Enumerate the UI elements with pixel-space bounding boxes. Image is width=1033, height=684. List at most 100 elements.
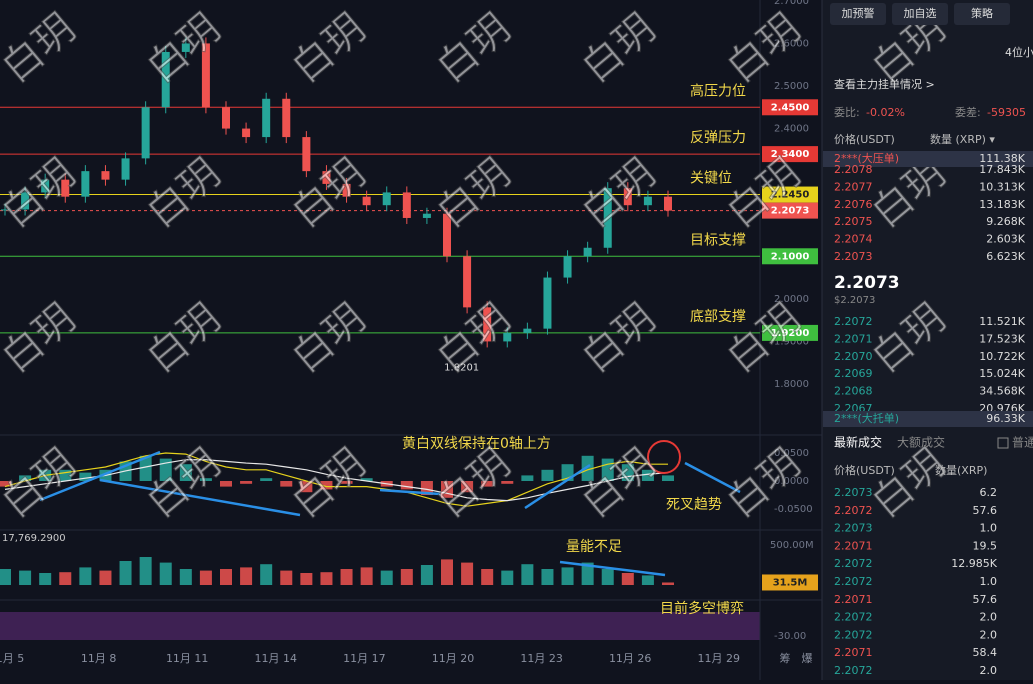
- last-price-label: 2.2073: [771, 206, 810, 217]
- macd-bar: [400, 481, 413, 490]
- candle: [362, 196, 371, 206]
- trade-qty: 57.6: [973, 504, 998, 517]
- level-label: 底部支撑: [690, 309, 746, 325]
- bid-price: 2.2068: [834, 385, 873, 398]
- button-label[interactable]: 加预警: [842, 6, 875, 20]
- volume-bar: [99, 570, 112, 585]
- checkbox[interactable]: [997, 437, 1009, 449]
- trade-price: 2.2072: [834, 557, 873, 570]
- macd-bar: [541, 469, 554, 481]
- volume-bar: [159, 562, 172, 585]
- macd-bar: [461, 481, 474, 493]
- ratio: -0.02%: [866, 106, 905, 119]
- panel-bg: [822, 0, 1033, 680]
- macd-bar: [340, 481, 353, 484]
- volume-bar: [220, 569, 232, 585]
- candle: [664, 196, 672, 211]
- volume-bar: [119, 561, 132, 585]
- macd-bar: [199, 478, 212, 481]
- level-label: 反弹压力: [690, 130, 746, 146]
- bid-qty: 34.568K: [979, 385, 1025, 398]
- trade-price: 2.2071: [834, 593, 873, 606]
- macd-line: [4, 459, 669, 502]
- volume-bar: [461, 562, 474, 585]
- macd-bar: [79, 472, 92, 481]
- x-tick-label: 11月 26: [609, 652, 652, 665]
- volume-bar: [320, 572, 333, 585]
- macd-bar: [521, 475, 534, 481]
- volume-bar: [400, 569, 413, 585]
- x-tick-label: 11月 14: [255, 652, 298, 665]
- candle: [21, 192, 30, 210]
- annotation: 死叉趋势: [666, 497, 722, 513]
- button[interactable]: [892, 3, 948, 25]
- candle: [201, 43, 210, 108]
- main-orders[interactable]: 查看主力挂单情况 >: [834, 77, 935, 91]
- tab[interactable]: 最新成交: [834, 435, 882, 450]
- big-ask-bg: [823, 151, 1033, 167]
- level-tag-label: 1.9200: [771, 328, 810, 339]
- volume-tag-label: 31.5M: [773, 577, 808, 588]
- trade-header: 价格(USDT): [834, 463, 895, 477]
- trade-qty: 1.0: [980, 522, 998, 535]
- macd-bar: [360, 478, 373, 481]
- macd-bar: [420, 481, 433, 495]
- macd-bar: [280, 481, 293, 487]
- volume-bar: [521, 564, 534, 585]
- candle: [563, 256, 572, 278]
- volume-bar: [59, 572, 72, 585]
- candle: [282, 98, 291, 138]
- big-bid-price: 2***(大托单): [834, 411, 899, 425]
- x-tick-label: 11月 11: [166, 652, 209, 665]
- level-tag: [762, 324, 818, 341]
- osc-band: [0, 612, 760, 640]
- button[interactable]: [830, 3, 886, 25]
- macd-tick-label: -0.0500: [774, 504, 813, 515]
- bid-qty: 15.024K: [979, 367, 1025, 380]
- macd-bar: [260, 478, 273, 481]
- chart-bg: [0, 0, 822, 680]
- volume-bar: [441, 559, 453, 585]
- y-tick-label: 2.6000: [774, 38, 809, 49]
- trade-qty: 57.6: [973, 593, 998, 606]
- macd-bar: [662, 475, 674, 481]
- x-tick-label: 11月 29: [698, 652, 741, 665]
- big-bid-bg: [823, 411, 1033, 427]
- macd-bar: [581, 455, 594, 481]
- ask-qty: 13.183K: [979, 198, 1025, 211]
- level-tag: [762, 186, 818, 203]
- macd-bar: [501, 481, 514, 484]
- level-tag-label: 2.1000: [771, 251, 810, 262]
- ask-price: 2.2076: [834, 198, 873, 211]
- level-tag: [762, 99, 818, 116]
- candle: [181, 43, 190, 52]
- trade-qty: 6.2: [980, 486, 998, 499]
- axis-corner: 爆: [802, 651, 813, 665]
- volume-bar: [0, 569, 11, 585]
- annotation: 目前多空博弈: [660, 600, 744, 617]
- trade-header: 数量(XRP): [935, 464, 987, 477]
- tab[interactable]: 大额成交: [897, 435, 945, 450]
- candle: [422, 213, 431, 218]
- volume-tick: 500.00M: [770, 540, 814, 551]
- bid-qty: 17.523K: [979, 332, 1025, 345]
- level-tag-label: 2.4500: [771, 102, 810, 113]
- x-tick-label: 11月 17: [343, 652, 386, 665]
- volume-bar: [581, 562, 594, 585]
- button[interactable]: [954, 3, 1010, 25]
- candle: [583, 247, 592, 257]
- volume-bar: [360, 567, 373, 585]
- trade-price: 2.2071: [834, 646, 873, 659]
- button-label[interactable]: 加自选: [904, 7, 937, 20]
- button-label[interactable]: 策略: [971, 6, 993, 20]
- ask-qty: 9.268K: [986, 215, 1025, 228]
- candle: [643, 196, 652, 206]
- ask-price: 2.2075: [834, 215, 873, 228]
- trade-price: 2.2073: [834, 522, 873, 535]
- volume-tag: [762, 574, 818, 591]
- y-tick-label: 2.4000: [774, 124, 809, 135]
- tab[interactable]: 普通: [1012, 436, 1033, 450]
- precision[interactable]: 4位小: [1005, 45, 1033, 59]
- ask-qty: 10.313K: [979, 180, 1025, 193]
